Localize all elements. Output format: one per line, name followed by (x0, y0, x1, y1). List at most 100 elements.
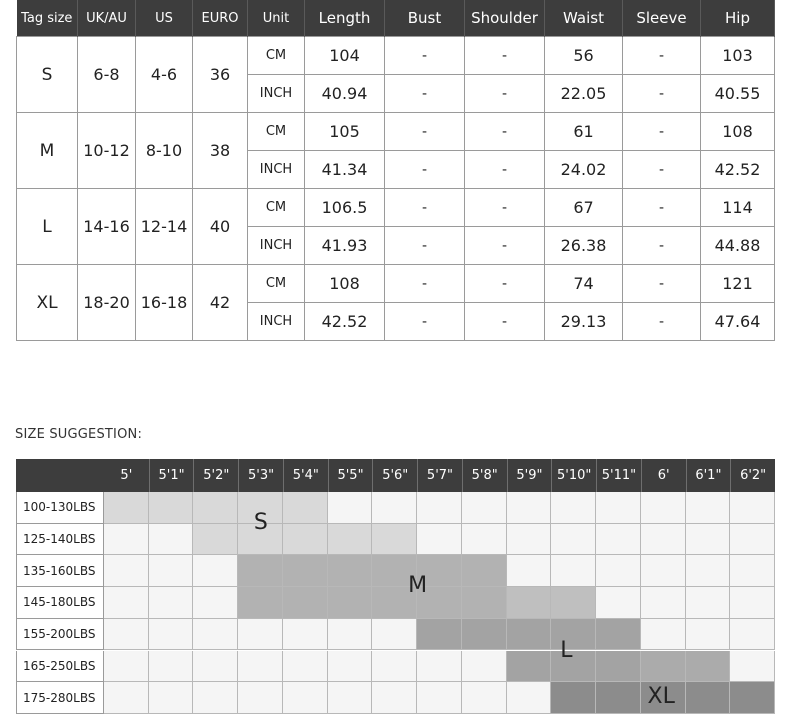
grid-cell (461, 492, 507, 524)
grid-cell (238, 587, 283, 619)
shoulder-cell: - (464, 36, 545, 75)
grid-cell (417, 523, 462, 556)
grid-cell (685, 650, 731, 683)
grid-cell (104, 555, 149, 588)
hip-cell: 44.88 (700, 226, 775, 265)
height-header: 5'7" (417, 459, 462, 492)
grid-cell (148, 682, 194, 714)
grid-cell (327, 650, 373, 683)
tag-size-cell: L (16, 188, 78, 265)
height-header: 5' (104, 459, 149, 492)
hip-cell: 121 (700, 264, 775, 303)
length-cell: 40.94 (304, 74, 385, 113)
waist-cell: 29.13 (544, 302, 623, 341)
grid-cell (417, 492, 462, 524)
grid-cell (685, 618, 731, 651)
grid-cell (506, 650, 552, 683)
grid-cell (148, 523, 194, 556)
weight-label: 100-130LBS (16, 492, 104, 524)
hip-cell: 108 (700, 112, 775, 151)
size-region-label: M (408, 573, 428, 599)
grid-cell (551, 523, 597, 556)
grid-cell (327, 618, 373, 651)
grid-cell (282, 618, 328, 651)
uk-au-cell: 10-12 (77, 112, 136, 189)
grid-cell (596, 555, 641, 588)
grid-cell (461, 650, 507, 683)
height-header: 6'1" (685, 459, 731, 492)
grid-cell (327, 492, 373, 524)
grid-cell (730, 682, 775, 714)
waist-cell: 74 (544, 264, 623, 303)
grid-cell (640, 587, 686, 619)
grid-cell (327, 682, 373, 714)
grid-cell (685, 523, 731, 556)
grid-cell (238, 523, 283, 556)
shoulder-cell: - (464, 112, 545, 151)
us-cell: 4-6 (135, 36, 193, 113)
grid-cell (282, 682, 328, 714)
grid-cell (461, 587, 507, 619)
size-row-s-inch: INCH 40.94- -22.05-40.55 (17, 74, 775, 113)
weight-label: 145-180LBS (16, 587, 104, 619)
grid-cell (506, 587, 552, 619)
grid-cell (640, 682, 686, 714)
sleeve-cell: - (622, 302, 701, 341)
grid-cell (238, 618, 283, 651)
hip-cell: 114 (700, 188, 775, 227)
grid-cell (238, 650, 283, 683)
grid-cell (148, 618, 194, 651)
euro-cell: 40 (192, 188, 248, 265)
header-euro: EURO (192, 0, 248, 37)
grid-cell (640, 618, 686, 651)
shoulder-cell: - (464, 74, 545, 113)
size-row-xl-inch: INCH 42.52- -29.13-47.64 (17, 302, 775, 341)
shoulder-cell: - (464, 302, 545, 341)
grid-cell (193, 650, 239, 683)
grid-cell (148, 650, 194, 683)
length-cell: 42.52 (304, 302, 385, 341)
sleeve-cell: - (622, 112, 701, 151)
bust-cell: - (384, 226, 465, 265)
grid-cell (417, 650, 462, 683)
sleeve-cell: - (622, 226, 701, 265)
grid-cell (282, 555, 328, 588)
grid-cell (461, 555, 507, 588)
hip-cell: 42.52 (700, 150, 775, 189)
grid-cell (730, 492, 775, 524)
waist-cell: 24.02 (544, 150, 623, 189)
unit-cell: CM (247, 264, 305, 303)
length-cell: 105 (304, 112, 385, 151)
height-header: 6' (640, 459, 686, 492)
height-header: 5'4" (282, 459, 328, 492)
size-chart-body: S 6-8 4-6 36 CM 104- -56-103 INCH 40.94- -22.05-4… (16, 36, 775, 341)
grid-cell (193, 492, 239, 524)
grid-cell (282, 587, 328, 619)
grid-cell (193, 618, 239, 651)
bust-cell: - (384, 36, 465, 75)
header-tag-size: Tag size (16, 0, 78, 37)
unit-cell: INCH (247, 74, 305, 113)
tag-size-cell: M (16, 112, 78, 189)
grid-cell (104, 618, 149, 651)
header-sleeve: Sleeve (622, 0, 701, 37)
grid-cell (193, 587, 239, 619)
height-header: 5'3" (238, 459, 283, 492)
size-row-l-cm: L 14-16 12-14 40 CM 106.5- -67-114 (16, 188, 775, 265)
header-hip: Hip (700, 0, 775, 37)
bust-cell: - (384, 264, 465, 303)
height-header: 5'10" (551, 459, 597, 492)
grid-cell (551, 492, 597, 524)
grid-cell (685, 555, 731, 588)
grid-cell (461, 682, 507, 714)
unit-cell: INCH (247, 226, 305, 265)
euro-cell: 38 (192, 112, 248, 189)
sleeve-cell: - (622, 188, 701, 227)
bust-cell: - (384, 112, 465, 151)
tag-size-cell: XL (16, 264, 78, 341)
us-cell: 12-14 (135, 188, 193, 265)
header-unit: Unit (247, 0, 305, 37)
grid-cell (193, 523, 239, 556)
size-suggestion-grid: 5' 5'1" 5'2" 5'3" 5'4" 5'5" 5'6" 5'7" 5'8" 5'9" 5'… (16, 459, 775, 714)
grid-cell (730, 650, 775, 683)
